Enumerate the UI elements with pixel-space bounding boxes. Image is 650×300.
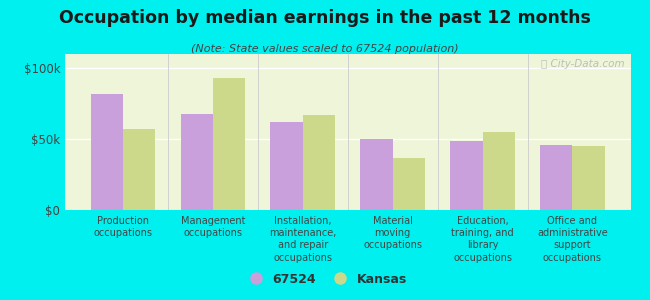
Bar: [573, 146, 604, 210]
Bar: [393, 158, 425, 210]
Legend: 67524, Kansas: 67524, Kansas: [238, 268, 412, 291]
Bar: [270, 122, 303, 210]
Text: (Note: State values scaled to 67524 population): (Note: State values scaled to 67524 popu…: [191, 44, 459, 53]
Bar: [91, 94, 123, 210]
Bar: [540, 145, 573, 210]
Bar: [360, 139, 393, 210]
Text: Occupation by median earnings in the past 12 months: Occupation by median earnings in the pas…: [59, 9, 591, 27]
Text: ⓘ City-Data.com: ⓘ City-Data.com: [541, 59, 625, 69]
Bar: [450, 140, 482, 210]
Bar: [213, 78, 245, 210]
Bar: [123, 129, 155, 210]
Bar: [181, 114, 213, 210]
Bar: [303, 115, 335, 210]
Bar: [482, 132, 515, 210]
